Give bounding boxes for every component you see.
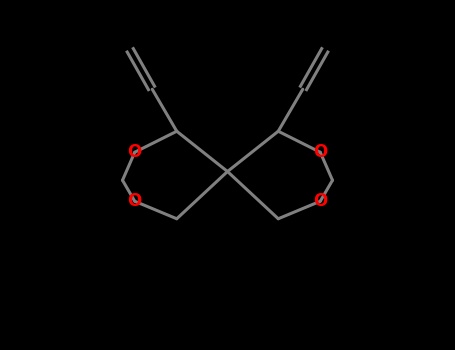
Text: O: O — [127, 143, 142, 161]
Text: O: O — [313, 143, 328, 161]
Text: O: O — [127, 192, 142, 210]
Text: O: O — [313, 192, 328, 210]
